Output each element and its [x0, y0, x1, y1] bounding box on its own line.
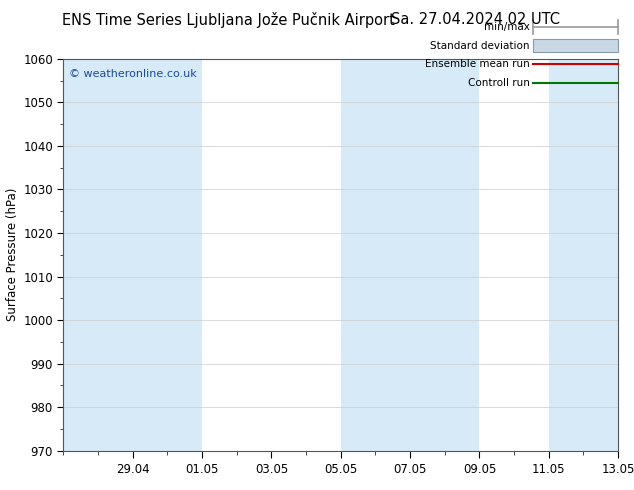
Bar — [410, 59, 479, 451]
Y-axis label: Surface Pressure (hPa): Surface Pressure (hPa) — [6, 188, 19, 321]
Text: min/max: min/max — [484, 22, 529, 32]
Text: © weatheronline.co.uk: © weatheronline.co.uk — [69, 69, 197, 78]
Bar — [133, 59, 202, 451]
Bar — [549, 59, 618, 451]
Text: Controll run: Controll run — [467, 78, 529, 88]
Text: Ensemble mean run: Ensemble mean run — [425, 59, 529, 69]
Bar — [63, 59, 133, 451]
Text: ENS Time Series Ljubljana Jože Pučnik Airport: ENS Time Series Ljubljana Jože Pučnik Ai… — [61, 12, 395, 28]
Text: Sa. 27.04.2024 02 UTC: Sa. 27.04.2024 02 UTC — [391, 12, 560, 27]
Text: Standard deviation: Standard deviation — [430, 41, 529, 50]
Bar — [341, 59, 410, 451]
